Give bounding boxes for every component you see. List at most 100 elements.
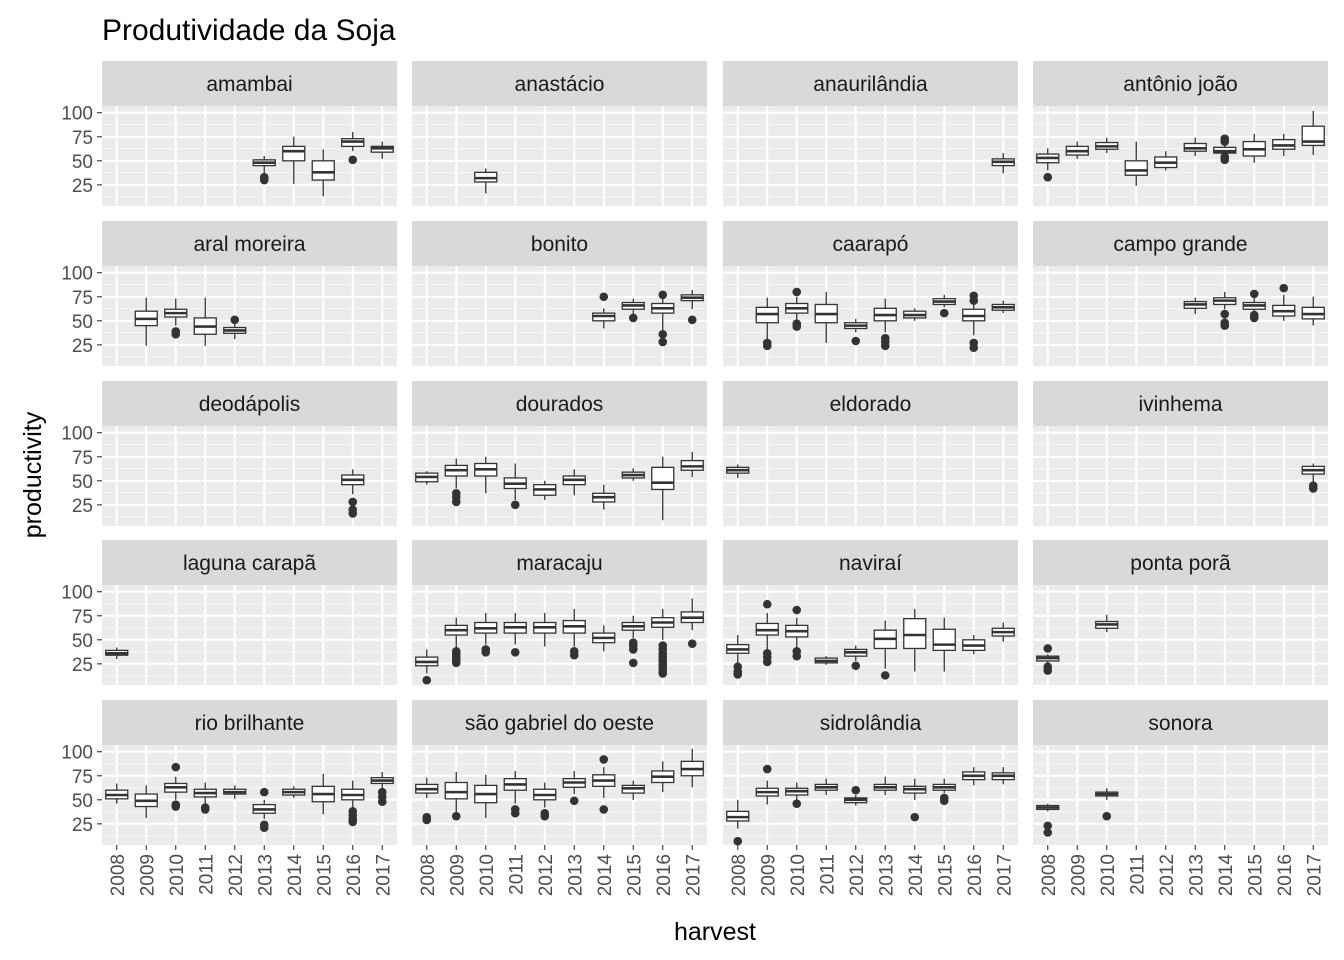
boxplot-2015 [932, 294, 956, 318]
boxplot-2011 [503, 770, 527, 818]
outlier-point [230, 315, 240, 325]
x-tick-label: 2012 [1157, 854, 1178, 896]
boxplot-2017 [991, 300, 1015, 314]
boxplot-2017 [680, 598, 704, 648]
x-tick-label: 2012 [226, 854, 247, 896]
facet-strip-label: ivinhema [1138, 393, 1222, 416]
boxplot-2015 [621, 615, 645, 668]
facet-strip-label: aral moreira [193, 233, 305, 256]
facet-strip-label: sonora [1148, 712, 1213, 735]
boxplot-2008 [1036, 803, 1060, 837]
facet-strip-label: campo grande [1113, 233, 1247, 256]
outlier-point [792, 799, 802, 808]
boxplot-2015 [311, 773, 335, 815]
y-tick-label: 75 [72, 767, 93, 788]
boxplot-2013 [562, 469, 586, 496]
boxplot-2016 [1272, 283, 1296, 321]
boxplot-2013 [873, 298, 897, 351]
facet-panel-2: anaurilândia [723, 61, 1018, 206]
outlier-point [569, 796, 579, 806]
facet-strip [723, 700, 1018, 745]
x-tick-label: 2009 [1068, 854, 1089, 896]
boxplot-2011 [814, 778, 838, 795]
x-tick-label: 2011 [506, 854, 527, 895]
outlier-point [171, 762, 181, 772]
boxplot-2012 [223, 785, 247, 799]
facet-panel-18: sidrolândia 2008 2009 2010 2011 2012 2013 2014 2… [723, 700, 1018, 896]
x-tick-label: 2014 [595, 854, 616, 897]
boxplot-2008 [726, 464, 750, 478]
boxplot-2014 [592, 755, 616, 814]
boxplot-2016 [341, 469, 365, 518]
outlier-point [259, 820, 269, 830]
facet-strip-label: rio brilhante [195, 712, 305, 735]
outlier-point [1308, 481, 1318, 490]
panel-background [1033, 426, 1328, 526]
x-tick-label: 2015 [314, 854, 335, 896]
outlier-point [451, 811, 461, 821]
x-tick-label: 2015 [624, 854, 645, 896]
outlier-point [969, 338, 979, 348]
boxplot-2015 [621, 468, 645, 481]
y-tick-label: 50 [72, 631, 93, 652]
outlier-point [687, 639, 697, 648]
boxplot-2011 [193, 782, 217, 814]
boxplot-2012 [844, 785, 868, 806]
boxplot-2008 [415, 777, 439, 825]
x-tick-label: 2017 [373, 854, 394, 896]
outlier-point [599, 805, 609, 814]
boxplot-2013 [873, 620, 897, 680]
facet-strip [1033, 221, 1328, 266]
boxplot-2009 [444, 458, 468, 507]
boxplot-2017 [1301, 296, 1325, 326]
boxplot-2013 [252, 156, 276, 185]
box [903, 618, 927, 650]
outlier-point [658, 329, 668, 339]
outlier-point [939, 793, 949, 803]
panel-background [1033, 745, 1328, 845]
x-tick-label: 2008 [108, 854, 129, 896]
outlier-point [658, 641, 668, 650]
facet-panel-5: bonito [412, 221, 707, 366]
facet-panel-9: dourados [412, 381, 707, 526]
boxplot-2012 [533, 480, 557, 501]
outlier-point [540, 808, 550, 818]
facet-panel-19: sonora 2008 2009 2010 2011 2012 2013 2014 2015 20… [1033, 700, 1328, 896]
facet-panel-0: amambai 25 50 75 100 [61, 61, 397, 206]
facet-panel-15: ponta porã [1033, 540, 1328, 685]
x-tick-label: 2012 [847, 854, 868, 896]
boxplot-2014 [592, 484, 616, 510]
outlier-point [658, 290, 668, 300]
boxplot-2011 [814, 291, 838, 343]
y-tick-label: 100 [61, 424, 93, 445]
boxplot-2014 [282, 786, 306, 798]
facet-strip [102, 381, 397, 426]
outlier-point [510, 648, 520, 657]
facet-panel-8: deodápolis 25 50 75 100 [61, 381, 397, 526]
boxplot-2017 [680, 748, 704, 788]
facet-strip-label: bonito [531, 233, 588, 256]
boxplot-2011 [814, 656, 838, 665]
box [444, 781, 468, 800]
outlier-point [510, 805, 520, 814]
outlier-point [792, 605, 802, 615]
outlier-point [792, 319, 802, 328]
outlier-point [762, 338, 772, 348]
facet-panel-13: maracaju [412, 540, 707, 685]
box [932, 628, 956, 652]
outlier-point [1220, 152, 1230, 162]
facet-strip [1033, 381, 1328, 426]
boxplot-2008 [726, 799, 750, 846]
facet-panel-11: ivinhema [1033, 381, 1328, 526]
boxplot-2008 [1036, 644, 1060, 675]
facet-strip-label: deodápolis [199, 393, 301, 416]
outlier-point [422, 675, 432, 685]
facet-panel-4: aral moreira 25 50 75 100 [61, 221, 397, 366]
boxplot-2017 [991, 622, 1015, 642]
boxplot-2016 [651, 609, 675, 678]
boxplot-2017 [370, 141, 394, 159]
facet-strip [102, 540, 397, 585]
boxplot-2012 [533, 612, 557, 647]
boxplot-2010 [474, 774, 498, 819]
panel-background [1033, 106, 1328, 206]
